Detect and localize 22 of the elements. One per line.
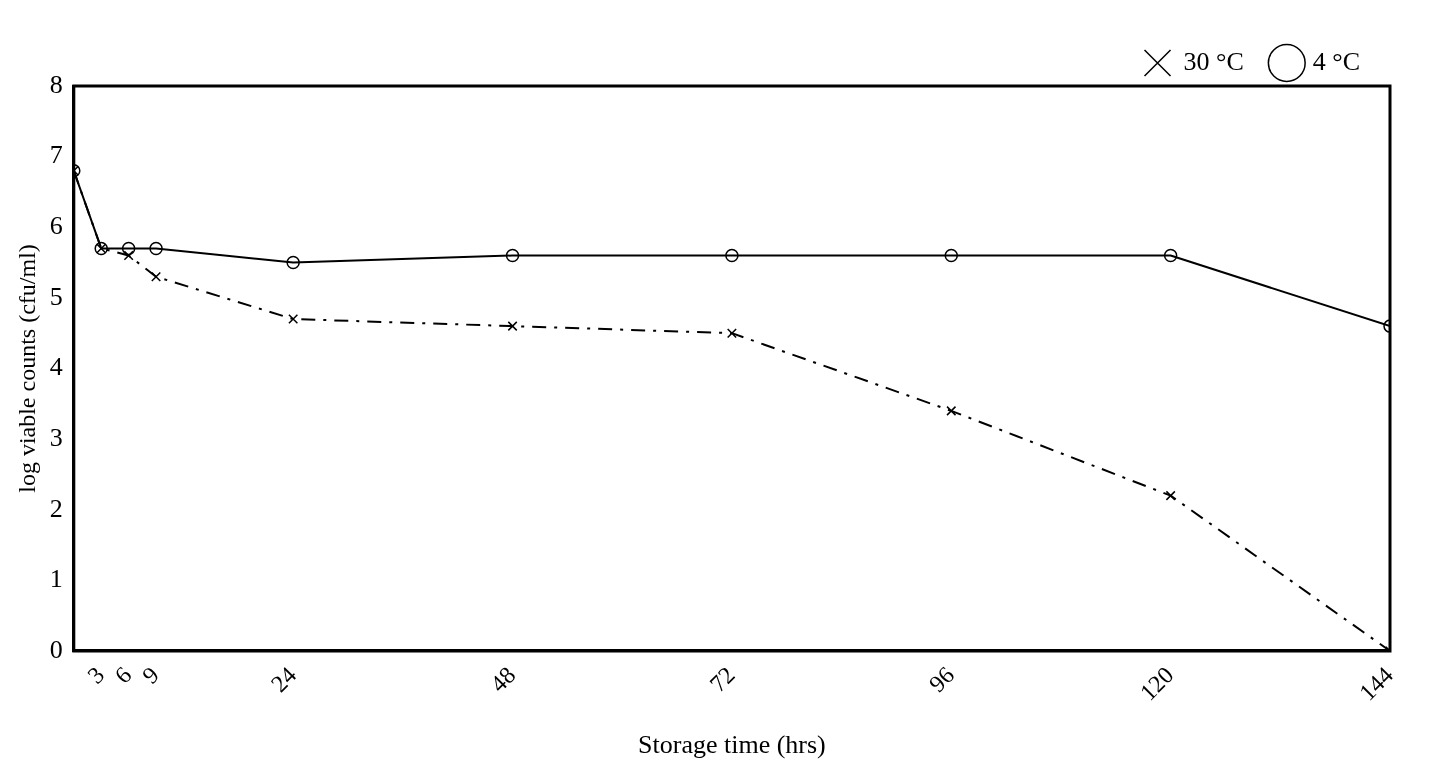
x-tick-label: 9 [137,661,165,689]
legend-label: 30 °C [1183,46,1244,76]
legend-label: 4 °C [1312,46,1361,76]
y-tick-label: 6 [49,211,63,241]
y-tick-label: 8 [49,69,63,99]
y-tick-label: 0 [49,634,63,664]
y-tick-label: 7 [49,140,63,170]
y-tick-label: 2 [49,493,63,523]
x-tick-label: 6 [109,661,137,689]
x-tick-label: 72 [704,661,740,698]
x-tick-label: 96 [923,661,960,698]
x-axis-title: Storage time (hrs) [638,730,826,760]
y-tick-label: 4 [49,352,63,382]
x-tick-label: 144 [1354,661,1398,706]
y-tick-label: 1 [49,564,63,594]
y-tick-label: 5 [49,281,63,311]
y-axis-title: log viable counts (cfu/ml) [13,244,40,493]
x-tick-label: 48 [485,661,521,698]
y-tick-label: 3 [49,422,63,452]
x-tick-label: 3 [82,661,110,689]
x-tick-label: 120 [1134,661,1179,706]
x-tick-label: 24 [265,661,302,698]
